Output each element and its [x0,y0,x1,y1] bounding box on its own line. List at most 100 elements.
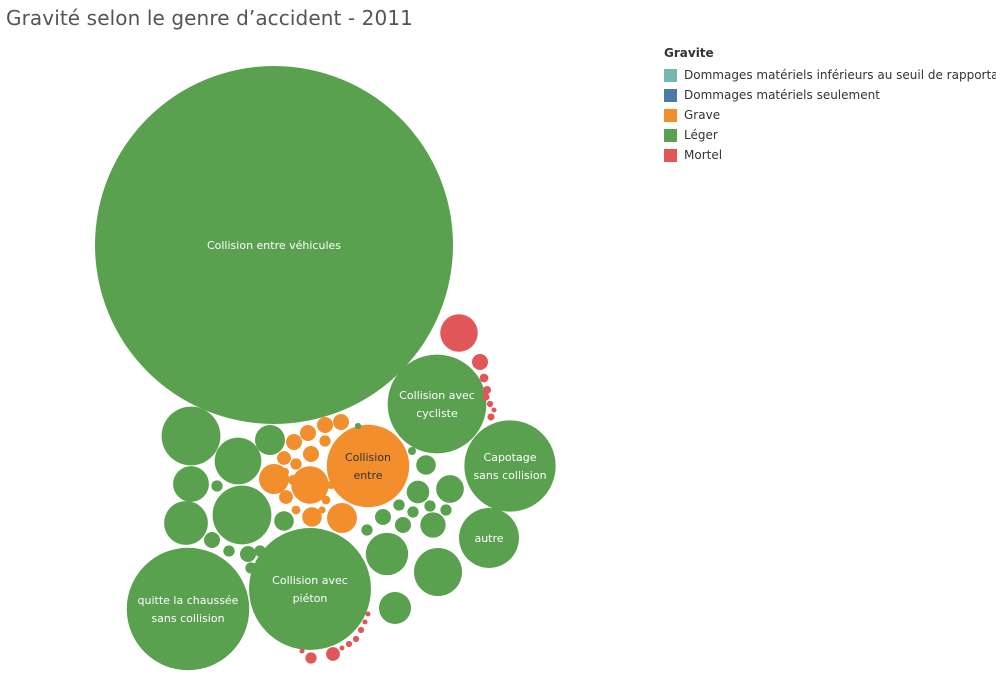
bubble-grave[interactable] [326,424,410,508]
bubble-grave[interactable] [327,503,357,533]
bubble-mortel[interactable] [487,413,495,421]
bubble-leger[interactable] [255,425,285,455]
bubble-label-line: autre [474,532,503,545]
bubble-mortel[interactable] [345,640,353,648]
bubble-label-line: Collision avec [399,389,475,402]
bubble-label: Collision avec piéton [272,574,348,605]
bubble-label: Collision entre véhicules [207,239,341,252]
bubble-mortel[interactable] [362,619,368,625]
legend-swatch [664,148,677,162]
bubble-grave[interactable] [302,445,320,463]
bubble-grave[interactable] [321,495,331,505]
bubble-leger[interactable] [239,545,257,563]
bubble-leger[interactable] [413,547,463,597]
bubble-grave[interactable] [319,435,331,447]
bubble-leger[interactable] [396,409,404,417]
legend-title: Gravite [664,46,714,60]
bubble-leger[interactable] [245,562,257,574]
bubble-grave[interactable] [299,424,317,442]
bubble-leger[interactable] [203,531,221,549]
bubble-grave[interactable] [279,490,293,504]
bubble-mortel[interactable] [326,647,340,661]
legend-item[interactable]: Léger [664,125,994,145]
legend-swatch [664,68,677,82]
bubble-grave[interactable] [281,468,289,476]
bubble-leger[interactable] [420,512,446,538]
bubble-grave[interactable] [285,433,303,451]
bubble-leger[interactable] [416,455,436,475]
legend-swatch [664,128,677,142]
bubble-mortel[interactable] [491,407,497,413]
bubble-label: quitte la chaussée sans collision [138,594,239,625]
bubble-label-line: Capotage [484,451,537,464]
bubble-grave[interactable] [291,466,329,504]
bubble-grave[interactable] [318,506,326,514]
legend-swatch [664,88,677,102]
legend-item[interactable]: Mortel [664,145,994,165]
bubble-leger[interactable] [254,545,266,557]
bubble-leger[interactable] [161,406,221,466]
bubble-grave[interactable] [327,481,335,489]
bubble-leger[interactable] [387,354,487,454]
legend-label: Dommages matériels seulement [684,88,880,102]
bubble-grave[interactable] [302,507,322,527]
bubble-leger[interactable] [365,532,409,576]
legend-label: Léger [684,128,718,142]
bubble-leger[interactable] [214,437,262,485]
legend[interactable]: Gravite Dommages matériels inférieurs au… [664,46,996,165]
bubble-grave[interactable] [291,505,301,515]
legend-item[interactable]: Dommages matériels inférieurs au seuil d… [664,65,996,85]
legend-item[interactable]: Dommages matériels seulement [664,85,994,105]
bubble-leger[interactable] [459,508,519,568]
bubble-grave[interactable] [332,413,350,431]
bubble-leger[interactable] [274,511,294,531]
bubble-mortel[interactable] [482,393,490,401]
bubble-leger[interactable] [393,499,405,511]
bubble-leger[interactable] [354,422,362,430]
bubble-leger[interactable] [164,501,208,545]
bubble-leger[interactable] [126,547,250,671]
bubble-mortel[interactable] [479,373,489,383]
bubble-label-line: Collision avec [272,574,348,587]
bubble-leger[interactable] [173,466,209,502]
bubble-leger[interactable] [407,506,419,518]
bubble-mortel[interactable] [352,635,360,643]
bubble-leger[interactable] [440,504,452,516]
bubble-leger[interactable] [436,475,464,503]
bubble-label-line: Collision entre véhicules [207,239,341,252]
bubble-mortel[interactable] [305,652,317,664]
bubble-leger[interactable] [394,516,412,534]
bubble-leger[interactable] [223,545,235,557]
bubble-mortel[interactable] [471,353,489,371]
bubble-leger[interactable] [406,480,430,504]
bubble-mortel[interactable] [357,626,365,634]
bubble-leger[interactable] [408,447,416,455]
bubble-mortel[interactable] [440,314,478,352]
legend-item[interactable]: Grave [664,105,994,125]
bubble-label: autre [474,532,503,545]
bubble-mortel[interactable] [486,400,494,408]
bubble-leger[interactable] [378,591,412,625]
bubble-leger[interactable] [212,485,272,545]
legend-label: Grave [684,108,721,122]
bubble-mortel[interactable] [339,645,345,651]
bubble-leger[interactable] [424,500,436,512]
bubble-leger[interactable] [249,528,371,650]
bubble-label-line: sans collision [473,469,546,482]
bubble-grave[interactable] [316,416,334,434]
bubble-leger[interactable] [211,480,223,492]
legend-swatch [664,108,677,122]
legend-label: Mortel [684,148,723,162]
bubble-leger[interactable] [464,420,556,512]
bubble-grave[interactable] [277,451,291,465]
bubble-mortel[interactable] [365,611,371,617]
bubble-leger[interactable] [95,66,453,424]
bubble-grave[interactable] [287,474,299,486]
bubble-grave[interactable] [290,458,302,470]
bubble-leger[interactable] [361,524,373,536]
legend-label: Dommages matériels inférieurs au seuil d… [684,68,996,82]
bubble-leger[interactable] [374,508,392,526]
bubble-mortel[interactable] [299,648,305,654]
bubble-mortel[interactable] [483,386,491,394]
